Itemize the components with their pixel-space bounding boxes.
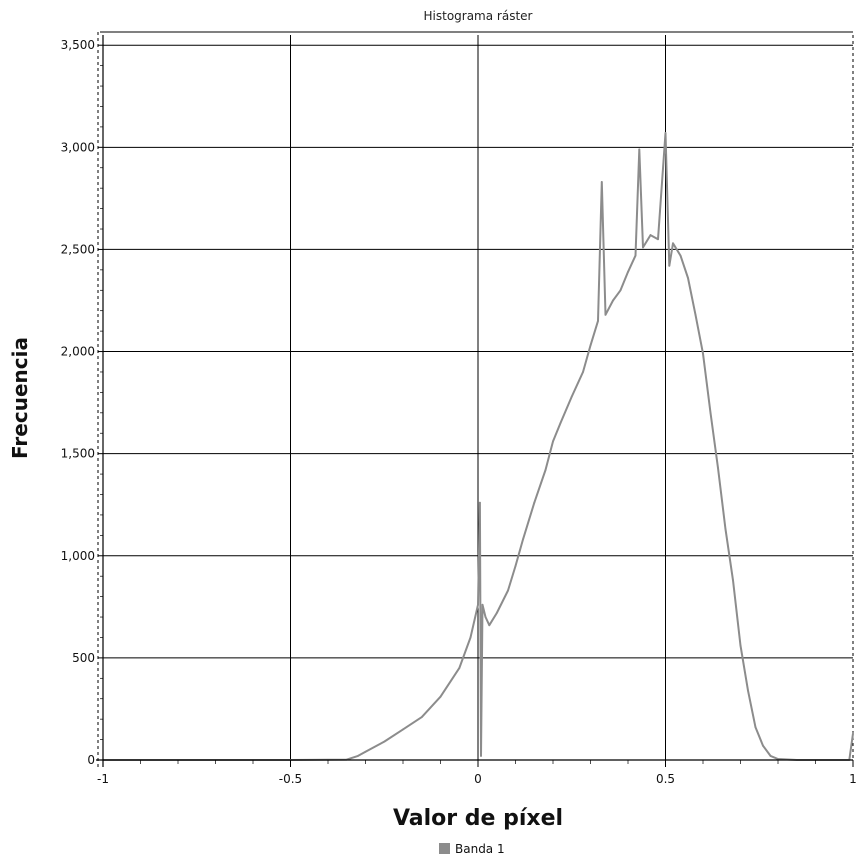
series-layer <box>102 132 854 761</box>
x-tick-label: 1 <box>849 772 857 786</box>
data-point <box>600 181 603 183</box>
y-tick-label: 3,500 <box>61 38 95 52</box>
data-point <box>717 467 719 469</box>
chart-title: Histograma ráster <box>424 9 533 23</box>
y-tick-label: 2,000 <box>61 345 95 359</box>
data-point <box>481 603 484 606</box>
data-point <box>642 246 644 249</box>
data-point <box>762 744 764 747</box>
data-point <box>495 612 498 614</box>
y-tick-label: 0 <box>87 753 95 767</box>
data-point <box>477 603 479 606</box>
data-point <box>364 750 367 753</box>
data-point <box>488 624 491 627</box>
data-point <box>657 238 659 241</box>
data-point <box>383 740 386 743</box>
data-point <box>597 320 599 322</box>
x-tick-label: -1 <box>97 772 109 786</box>
x-tick-label: -0.5 <box>279 772 302 786</box>
y-tick-label: 1,500 <box>61 447 95 461</box>
y-tick-label: 2,500 <box>61 242 95 256</box>
data-point <box>649 234 652 237</box>
y-tick-label: 500 <box>72 651 95 665</box>
data-point <box>747 689 749 692</box>
data-point <box>702 352 704 355</box>
data-point <box>570 395 573 398</box>
data-point <box>478 501 481 504</box>
data-point <box>582 371 584 373</box>
data-point <box>627 271 629 273</box>
x-tick-label: 0 <box>474 772 482 786</box>
legend: Banda 1 <box>439 842 505 856</box>
data-point <box>480 755 482 757</box>
data-point <box>672 242 674 245</box>
data-point <box>439 695 442 698</box>
data-point <box>612 299 614 302</box>
data-point <box>694 313 697 316</box>
data-point <box>638 148 641 151</box>
data-point <box>739 644 742 647</box>
data-point <box>522 538 524 541</box>
data-point <box>852 732 854 735</box>
data-point <box>533 501 536 504</box>
data-point <box>544 469 547 471</box>
data-point <box>754 726 757 729</box>
data-point <box>514 565 517 567</box>
y-tick-label: 3,000 <box>61 140 95 154</box>
data-point <box>724 528 727 531</box>
data-point <box>709 411 712 414</box>
data-point <box>589 344 592 347</box>
data-point <box>604 313 607 316</box>
data-point <box>634 254 637 257</box>
data-point <box>664 132 667 134</box>
data-point <box>559 422 562 424</box>
data-point <box>552 440 554 443</box>
data-point <box>402 728 404 731</box>
y-tick-label: 1,000 <box>61 549 95 563</box>
data-point <box>769 755 772 757</box>
data-point <box>619 289 622 292</box>
data-point <box>687 277 689 279</box>
data-point <box>732 579 734 582</box>
data-point <box>507 589 509 592</box>
legend-label-banda-1: Banda 1 <box>455 842 505 856</box>
data-point <box>458 667 461 669</box>
data-point <box>668 264 671 267</box>
data-point <box>484 616 487 618</box>
axes: 0 500 1,000 1,500 2,000 2,500 3,000 3,500 -1 -0.5… <box>61 31 857 786</box>
y-axis-title: Frecuencia <box>8 337 32 459</box>
data-point <box>679 254 682 257</box>
x-tick-label: 0.5 <box>656 772 675 786</box>
data-point <box>469 636 472 639</box>
legend-swatch-banda-1 <box>439 843 450 854</box>
x-axis-title: Valor de píxel <box>393 806 563 831</box>
data-point <box>420 716 423 719</box>
data-point <box>357 755 359 757</box>
